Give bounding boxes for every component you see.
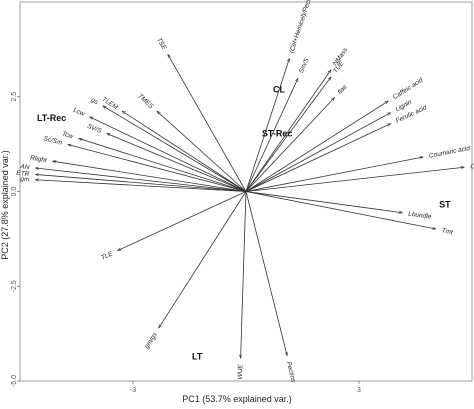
x-tick-label: 3	[357, 387, 361, 394]
loading-arrow-coumaric-acid	[245, 157, 423, 192]
loading-label-etr: ETR	[16, 170, 30, 178]
loading-arrow-sm-s	[245, 78, 299, 192]
loading-label-tcw: Tcw	[61, 130, 75, 140]
loading-arrow-cell-wall-phenols	[245, 167, 464, 192]
loading-arrow-rlight	[53, 161, 247, 192]
loading-label-tmt: Tmt	[441, 227, 455, 236]
group-label-cl: CL	[273, 85, 285, 95]
y-axis-title: PC2 (27.8% explained var.)	[0, 150, 10, 260]
loading-label-cell-wall-phenols: Cell wall phenols	[470, 158, 474, 170]
loading-arrow-lcw	[90, 116, 247, 192]
x-tick-label: -3	[130, 387, 136, 394]
loading-arrow-cel-hemicel-pectins	[245, 58, 289, 192]
group-label-lt-rec: LT-Rec	[37, 113, 66, 123]
group-label-st-rec: ST-Rec	[262, 129, 293, 139]
loading-arrow-gm-gs	[159, 191, 247, 328]
y-tick-label: -5.0	[11, 375, 18, 387]
loading-arrow-gs	[103, 105, 247, 192]
loading-label-rlight: Rlight	[30, 155, 49, 165]
loading-arrow-tmes	[157, 111, 247, 192]
loading-arrow-ferulic-acid	[245, 123, 391, 192]
y-tick-label: 0.0	[11, 187, 18, 197]
axis-ticks: -3 3 2.5 0.0 -2.5 -5.0	[11, 92, 361, 394]
y-tick-label: -2.5	[11, 280, 18, 292]
loading-arrow-gm	[35, 180, 247, 192]
loading-label-gm: gm	[20, 176, 30, 184]
y-tick-label: 2.5	[11, 92, 18, 102]
loading-arrow-nmass	[245, 70, 331, 192]
loading-arrow-lignin	[245, 112, 391, 192]
loading-arrow-etr	[35, 174, 247, 192]
loading-arrow-fias	[245, 98, 335, 192]
loading-arrow-an	[35, 168, 247, 192]
loading-label-tle: TLE	[100, 250, 114, 262]
loading-arrow-sc-sm	[68, 145, 247, 192]
x-axis-title: PC1 (53.7% explained var.)	[182, 394, 292, 404]
loading-arrow-tue	[245, 77, 331, 192]
loading-arrow-lbundle	[245, 191, 402, 213]
loading-arrow-caffeic-acid	[245, 101, 388, 192]
group-label-st: ST	[439, 199, 451, 209]
loading-arrow-tlem	[122, 111, 247, 192]
group-labels: LT-Rec CL ST-Rec ST LT	[37, 85, 451, 362]
loading-label-lcw: Lcw	[72, 107, 87, 119]
loading-label-lbundle: Lbundle	[408, 211, 432, 221]
loading-arrow-pectins	[245, 191, 287, 356]
group-label-lt: LT	[192, 351, 203, 361]
loading-label-gs: gs	[90, 97, 100, 107]
loading-arrow-tcw	[79, 138, 247, 192]
loading-label-an: AN	[19, 163, 30, 171]
loading-arrow-sv-s	[107, 133, 247, 192]
loading-arrow-wue	[241, 191, 247, 359]
loading-arrow-tle	[118, 191, 247, 251]
loading-vectors	[35, 54, 464, 358]
loading-label-sc-sm: Sc/Sm	[43, 135, 64, 147]
loading-arrow-tmt	[245, 191, 436, 230]
loading-label-wue: WUE	[237, 364, 245, 380]
loading-arrow-tse	[167, 54, 247, 192]
